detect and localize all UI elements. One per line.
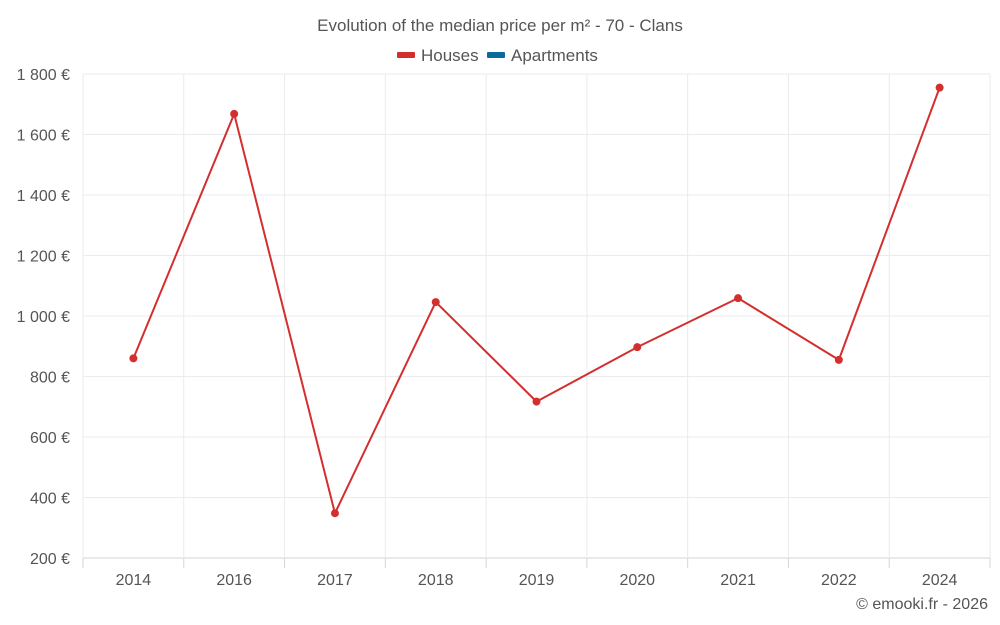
grid: [82, 73, 991, 559]
series-layer: [129, 83, 944, 518]
y-tick-label: 600 €: [30, 430, 70, 447]
y-tick-label: 200 €: [30, 551, 70, 568]
legend-item-houses[interactable]: Houses: [397, 46, 479, 65]
x-tick-label: 2020: [619, 572, 655, 589]
x-tick-label: 2014: [116, 572, 152, 589]
legend: Houses Apartments: [397, 46, 598, 65]
x-tick-label: 2021: [720, 572, 756, 589]
x-tick-label: 2018: [418, 572, 454, 589]
data-point[interactable]: [834, 355, 843, 364]
x-tick-label: 2019: [519, 572, 555, 589]
credit-text: © emooki.fr - 2026: [856, 596, 988, 613]
x-axis: 2014 2016 2017 2018 2019 2020 2021 2022 2024: [82, 558, 991, 589]
legend-label: Apartments: [511, 46, 598, 65]
series-houses: [129, 83, 944, 518]
legend-swatch: [397, 52, 415, 58]
legend-item-apartments[interactable]: Apartments: [487, 46, 598, 65]
x-tick-label: 2016: [216, 572, 252, 589]
chart-title: Evolution of the median price per m² - 7…: [317, 16, 683, 35]
x-tick-label: 2017: [317, 572, 353, 589]
legend-label: Houses: [421, 46, 479, 65]
x-tick-label: 2024: [922, 572, 958, 589]
y-tick-label: 1 800 €: [17, 67, 70, 84]
data-point[interactable]: [431, 298, 440, 307]
data-point[interactable]: [532, 397, 541, 406]
data-point[interactable]: [734, 294, 743, 303]
y-tick-label: 1 400 €: [17, 188, 70, 205]
legend-swatch: [487, 52, 505, 58]
x-tick-label: 2022: [821, 572, 857, 589]
data-point[interactable]: [935, 83, 944, 92]
y-tick-label: 1 200 €: [17, 249, 70, 266]
data-point[interactable]: [330, 509, 339, 518]
data-point[interactable]: [633, 343, 642, 352]
data-point[interactable]: [230, 109, 239, 118]
y-tick-label: 1 000 €: [17, 309, 70, 326]
y-tick-label: 400 €: [30, 491, 70, 508]
series-line: [132, 86, 941, 515]
y-tick-label: 1 600 €: [17, 128, 70, 145]
data-point[interactable]: [129, 354, 138, 363]
y-tick-label: 800 €: [30, 370, 70, 387]
y-axis: 200 € 400 € 600 € 800 € 1 000 € 1 200 € 1 400 …: [17, 67, 70, 568]
